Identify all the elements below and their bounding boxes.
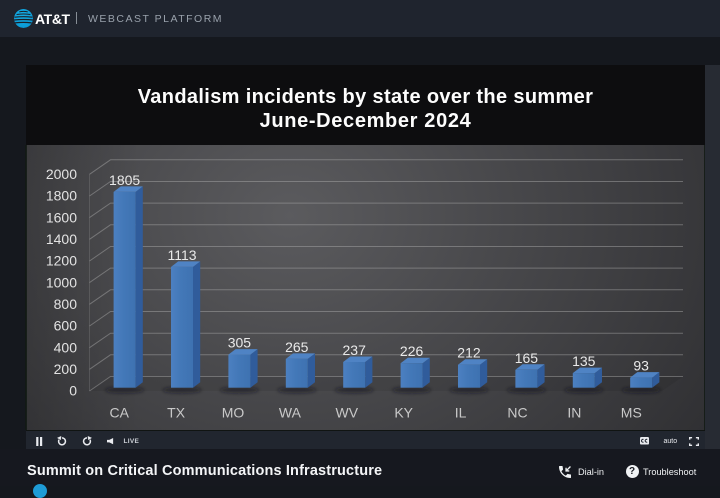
svg-text:165: 165 <box>515 350 539 366</box>
svg-text:TX: TX <box>167 405 186 421</box>
svg-text:212: 212 <box>457 345 481 361</box>
svg-text:1000: 1000 <box>46 275 77 291</box>
svg-text:MO: MO <box>222 405 245 421</box>
svg-text:1200: 1200 <box>46 253 77 269</box>
svg-text:1113: 1113 <box>167 247 196 263</box>
svg-text:1800: 1800 <box>46 188 77 204</box>
svg-text:0: 0 <box>69 383 77 399</box>
svg-text:400: 400 <box>54 340 78 356</box>
svg-text:226: 226 <box>400 343 424 359</box>
svg-text:MS: MS <box>621 405 642 421</box>
svg-text:1600: 1600 <box>46 210 77 226</box>
svg-text:KY: KY <box>394 405 413 421</box>
svg-text:WV: WV <box>336 405 359 421</box>
svg-text:305: 305 <box>228 335 252 351</box>
svg-text:237: 237 <box>343 342 367 358</box>
svg-text:135: 135 <box>572 353 596 369</box>
svg-text:93: 93 <box>633 358 649 374</box>
svg-text:2000: 2000 <box>46 166 77 182</box>
svg-text:600: 600 <box>54 318 78 334</box>
svg-text:WA: WA <box>279 405 302 421</box>
svg-text:800: 800 <box>54 296 78 312</box>
svg-text:1805: 1805 <box>109 172 140 188</box>
svg-text:CA: CA <box>109 405 129 421</box>
svg-text:IL: IL <box>455 405 467 421</box>
svg-text:1400: 1400 <box>46 231 77 247</box>
svg-text:200: 200 <box>54 361 78 377</box>
svg-text:NC: NC <box>507 405 527 421</box>
svg-text:265: 265 <box>285 339 309 355</box>
svg-text:IN: IN <box>567 405 581 421</box>
